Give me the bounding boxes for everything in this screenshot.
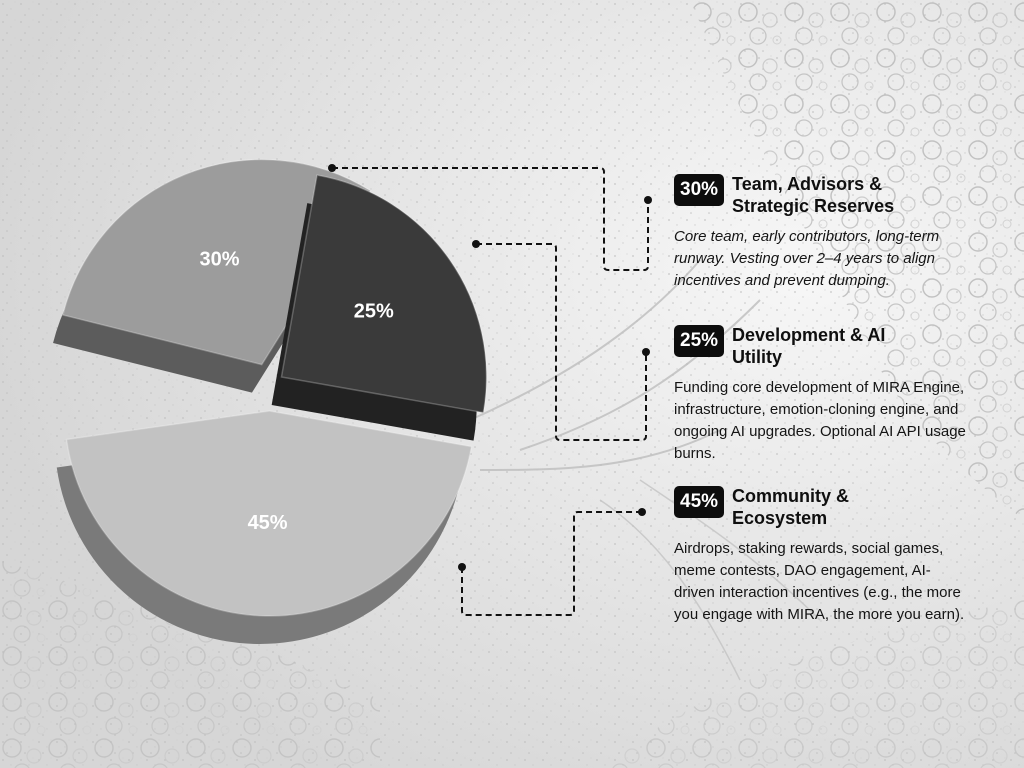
legend-description: Core team, early contributors, long-term… bbox=[674, 228, 940, 289]
slice-development-top bbox=[280, 174, 488, 414]
slice-community: 45% bbox=[56, 410, 473, 644]
percent-badge: 25% bbox=[674, 325, 725, 357]
legend-description: Funding core development of MIRA Engine,… bbox=[674, 379, 966, 462]
legend-item-community: 45% Community & Ecosystem Airdrops, stak… bbox=[674, 485, 974, 626]
percent-badge: 45% bbox=[674, 486, 725, 518]
connector-dot bbox=[644, 196, 652, 204]
connector-dot bbox=[458, 563, 466, 571]
legend-item-team: 30% Team, Advisors & Strategic Reserves … bbox=[674, 173, 974, 292]
slice-value-label: 25% bbox=[354, 301, 394, 323]
connector-dot bbox=[472, 240, 480, 248]
legend-item-development: 25% Development & AI Utility Funding cor… bbox=[674, 324, 974, 465]
connector-dot bbox=[328, 164, 336, 172]
connector-community bbox=[461, 511, 642, 616]
legend-title: Team, Advisors & Strategic Reserves bbox=[732, 174, 895, 216]
connector-team bbox=[332, 167, 649, 271]
slice-value-label: 30% bbox=[200, 248, 240, 270]
slice-development: 25% bbox=[271, 174, 488, 441]
percent-badge: 30% bbox=[674, 174, 725, 206]
legend-title: Development & AI Utility bbox=[732, 325, 886, 367]
pie-slices: 30% 25% 45% bbox=[53, 158, 488, 644]
slice-community-top bbox=[65, 410, 473, 617]
connector-dot bbox=[638, 508, 646, 516]
legend-description: Airdrops, staking rewards, social games,… bbox=[674, 540, 965, 623]
connector-development bbox=[476, 243, 647, 441]
slice-value-label: 45% bbox=[248, 512, 288, 534]
legend-connectors bbox=[328, 164, 652, 616]
connector-dot bbox=[642, 348, 650, 356]
legend-title: Community & Ecosystem bbox=[732, 486, 850, 528]
